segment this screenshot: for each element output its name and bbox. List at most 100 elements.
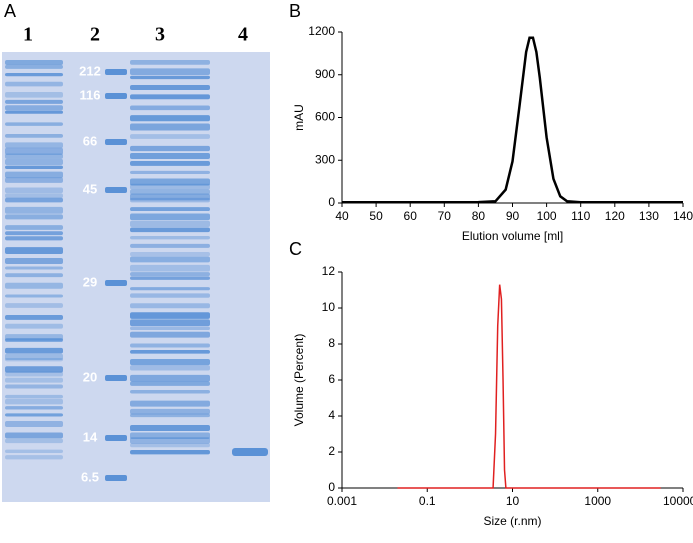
y-axis-label: mAU [292,104,306,131]
gel-band [130,450,210,455]
gel-band [5,99,63,104]
gel-band [5,72,63,77]
gel-band [5,358,63,362]
gel-band [5,347,63,354]
gel-band [130,408,210,415]
gel-band [5,134,63,138]
marker-label: 6.5 [81,469,99,484]
gel-band [130,358,210,366]
gel-band [130,227,210,233]
data-line [397,284,661,489]
marker-label: 116 [80,87,101,102]
gel-band [130,161,210,166]
gel-band [5,282,63,289]
panel-label: C [289,239,302,259]
x-tick-label: 100 [537,209,557,223]
gel-band [130,272,210,277]
gel-band [130,365,210,371]
marker-label: 66 [83,133,97,148]
gel-band [5,258,63,264]
gel-band [5,64,63,69]
marker-label: 20 [83,369,97,384]
x-tick-label: 50 [369,209,383,223]
gel-band [5,236,63,241]
y-tick-label: 6 [328,372,335,386]
gel-band [5,406,63,410]
gel-band [5,187,63,194]
gel-band [5,266,63,270]
gel-band [5,147,63,155]
marker-band [105,435,127,441]
data-line [342,36,683,204]
x-tick-label: 110 [571,209,590,223]
marker-band [105,139,127,145]
x-tick-label: 10 [506,494,520,508]
gel-band [130,145,210,152]
lane-label: 3 [155,24,165,46]
y-tick-label: 600 [315,110,335,124]
marker-label: 14 [83,429,98,444]
gel-band [130,68,210,75]
gel-band [130,115,210,122]
gel-band [130,243,210,248]
x-tick-label: 130 [639,209,659,223]
gel-band [5,60,63,65]
gel-band [130,178,210,186]
gel-band [130,193,210,201]
gel-band [130,84,210,90]
y-tick-label: 10 [322,300,336,314]
gel-band [5,206,63,214]
lane-label: 1 [23,24,33,46]
gel-band [5,105,63,111]
x-axis-label: Elution volume [ml] [462,229,563,243]
gel-band [130,94,210,100]
gel-band [130,303,210,309]
gel-band [130,170,210,175]
gel-band [5,122,63,126]
gel-band [130,312,210,319]
gel-band [130,197,210,203]
y-axis-label: Volume (Percent) [292,334,306,427]
gel-band [130,374,210,382]
gel-band [5,214,63,220]
y-tick-label: 1200 [308,24,335,38]
gel-band [130,287,210,291]
gel-band [5,153,63,159]
y-tick-label: 4 [328,408,335,422]
gel-band [130,381,210,386]
x-tick-label: 0.001 [327,494,357,508]
gel-band [5,303,63,308]
marker-band [105,93,127,99]
marker-band [105,375,127,381]
x-tick-label: 40 [335,209,349,223]
gel-band [5,225,63,230]
marker-band [105,69,127,75]
gel-band [5,158,63,165]
gel-band [130,236,210,240]
gel-band [130,220,210,228]
gel-band [5,449,63,454]
x-tick-label: 120 [605,209,625,223]
gel-band [130,153,210,160]
gel-band [130,443,210,448]
y-tick-label: 0 [328,480,335,494]
gel-band [130,326,210,331]
gel-band [130,319,210,327]
gel-band [130,134,210,139]
gel-band [5,294,63,298]
marker-band [105,475,127,481]
marker-label: 29 [83,274,97,289]
gel-band [5,81,63,87]
gel-band [130,207,210,212]
x-tick-label: 80 [472,209,486,223]
gel-band [5,394,63,399]
gel-band [5,413,63,417]
marker-label: 212 [79,63,101,78]
gel-band [130,189,210,195]
gel-band [5,273,63,278]
y-tick-label: 900 [315,67,335,81]
x-tick-label: 100000 [663,494,693,508]
y-tick-label: 12 [322,264,336,278]
gel-band [5,177,63,183]
gel-band [130,432,210,440]
